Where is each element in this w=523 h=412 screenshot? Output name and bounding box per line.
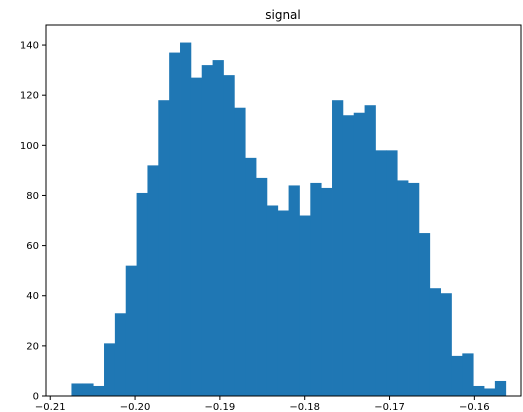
histogram-bar [299, 215, 311, 396]
histogram-bar [71, 383, 83, 396]
histogram-bar [440, 293, 452, 396]
histogram-bar [93, 385, 105, 396]
histogram-bar [201, 65, 213, 397]
histogram-bar [169, 52, 181, 396]
histogram-bar [418, 233, 431, 396]
x-tick-label: −0.19 [205, 402, 236, 412]
histogram-bar [266, 205, 279, 396]
histogram-bar [397, 180, 409, 396]
histogram-bar [494, 380, 507, 396]
histogram-bar [114, 313, 127, 396]
y-tick-label: 40 [26, 291, 39, 302]
y-tick-label: 60 [26, 241, 39, 252]
histogram-bar [429, 288, 441, 396]
y-axis: 0 20 40 60 80 100 120 140 [20, 41, 46, 403]
histogram-bar [342, 115, 355, 397]
histogram-bar [386, 150, 398, 396]
histogram-bar [408, 182, 420, 396]
histogram-bar [125, 265, 137, 396]
x-axis: −0.21 −0.20 −0.19 −0.18 −0.17 −0.16 [35, 396, 490, 412]
bars-group [71, 42, 507, 397]
x-tick-label: −0.16 [459, 402, 490, 412]
histogram-bar [375, 150, 387, 396]
x-tick-label: −0.21 [35, 402, 66, 412]
histogram-bar [288, 185, 300, 396]
histogram-bar [364, 105, 376, 396]
histogram-bar [484, 388, 496, 396]
histogram-bar [234, 107, 246, 397]
histogram-bar [212, 60, 224, 396]
histogram-bar [136, 192, 148, 396]
histogram-bar [321, 187, 333, 396]
histogram-bar [277, 210, 289, 396]
y-tick-label: 140 [20, 41, 39, 52]
histogram-bar [451, 355, 463, 396]
chart-title: signal [265, 8, 301, 22]
histogram-bar [310, 182, 322, 396]
histogram-bar [245, 157, 257, 396]
y-tick-label: 120 [20, 91, 39, 102]
histogram-bar [190, 77, 203, 396]
histogram-bar [353, 112, 365, 397]
y-tick-label: 100 [20, 141, 39, 152]
histogram-bar [104, 343, 116, 396]
plot-frame [45, 24, 522, 397]
histogram-bar [332, 100, 344, 397]
x-tick-label: −0.20 [120, 402, 151, 412]
histogram-bar [223, 75, 235, 396]
y-tick-label: 0 [33, 392, 39, 403]
histogram-bar [462, 353, 474, 396]
histogram-bar [180, 42, 192, 396]
histogram-bar [473, 385, 485, 396]
histogram-bar [256, 177, 268, 396]
histogram-bar [158, 100, 170, 397]
y-tick-label: 80 [26, 191, 39, 202]
y-tick-label: 20 [26, 341, 39, 352]
x-tick-label: −0.18 [289, 402, 320, 412]
histogram-bar [147, 165, 159, 396]
x-tick-label: −0.17 [374, 402, 405, 412]
histogram-bar [82, 383, 94, 396]
